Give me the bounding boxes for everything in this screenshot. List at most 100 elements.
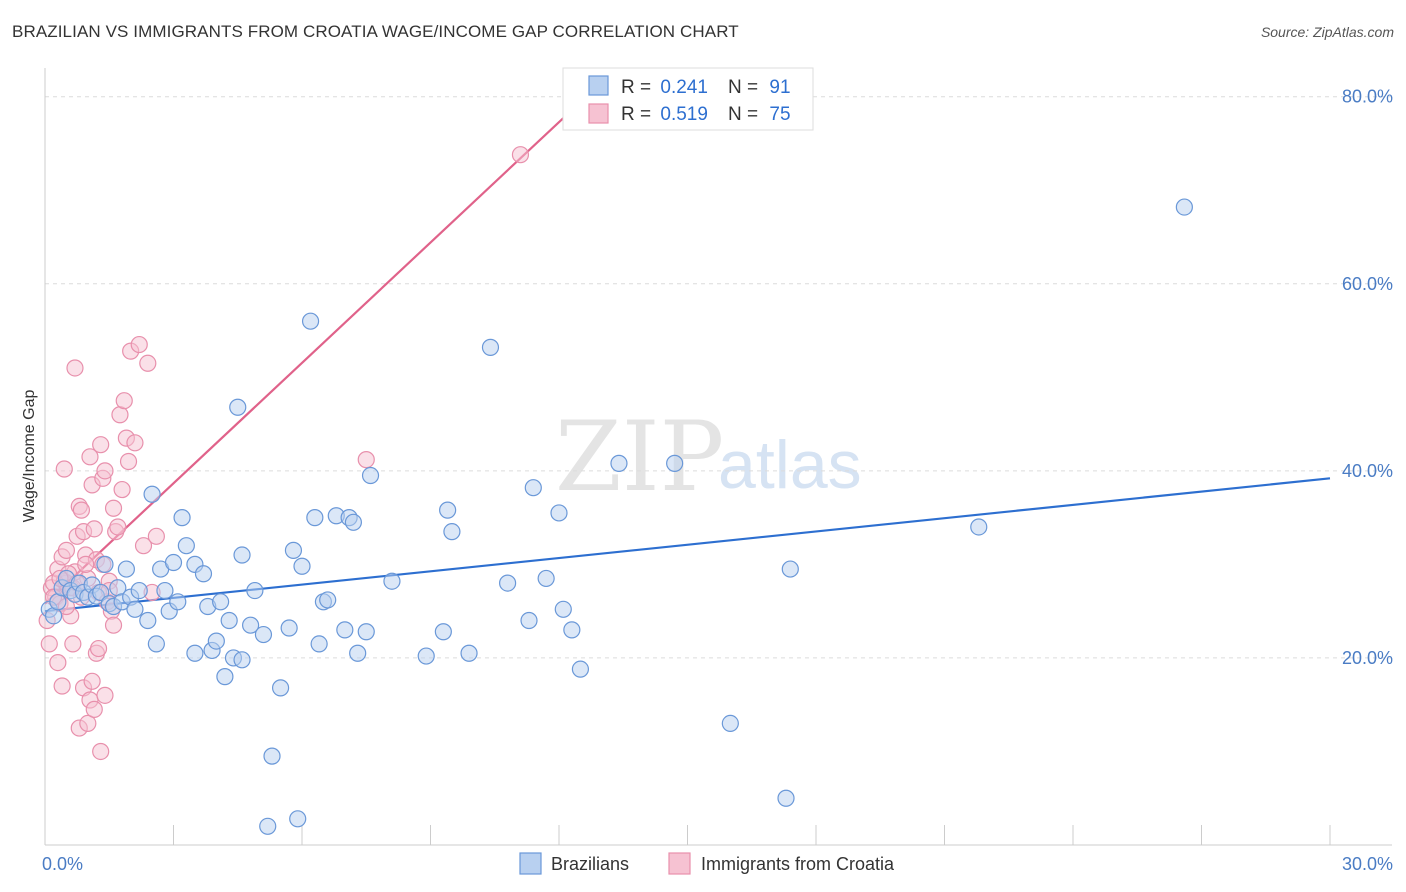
brazilians-point-51 <box>280 619 298 637</box>
brazilians-point-65 <box>357 623 375 641</box>
croatia-point-22 <box>85 520 103 538</box>
brazilians-point-75 <box>520 611 538 630</box>
brazilians-point-82 <box>610 454 628 472</box>
svg-text:N = 91: N = 91 <box>728 77 791 98</box>
croatia-point-35 <box>113 480 131 499</box>
brazilians-point-78 <box>550 504 568 522</box>
legend-n-label-2: N = <box>728 104 763 125</box>
croatia-point-62 <box>55 460 73 478</box>
series-legend-immigrants-from-croatia: Immigrants from Croatia <box>701 854 895 874</box>
brazilians-point-64 <box>349 644 367 662</box>
croatia-point-42 <box>134 537 153 555</box>
grid <box>45 96 1392 659</box>
brazilians-point-53 <box>289 810 307 828</box>
brazilians-point-26 <box>156 581 174 600</box>
croatia-point-50 <box>66 359 84 377</box>
brazilians-point-47 <box>254 625 273 644</box>
brazilians-point-46 <box>246 581 264 600</box>
brazilians-point-20 <box>126 600 144 618</box>
legend-r-label-1: R = <box>621 77 656 98</box>
croatia-point-71 <box>511 146 530 164</box>
brazilians-point-31 <box>177 537 195 555</box>
brazilians-point-86 <box>781 560 799 578</box>
points-brazilians <box>40 198 1193 835</box>
legend-swatch-pink <box>588 103 609 124</box>
brazilians-point-37 <box>207 632 225 650</box>
croatia-point-27 <box>96 462 114 480</box>
brazilians-point-54 <box>293 557 311 575</box>
brazilians-point-40 <box>220 611 238 630</box>
chart-title: BRAZILIAN VS IMMIGRANTS FROM CROATIA WAG… <box>12 22 739 41</box>
croatia-point-56 <box>85 700 103 718</box>
brazilians-point-79 <box>554 600 572 618</box>
y-axis-label: Wage/Income Gap <box>21 390 38 523</box>
legend-n-value-2: 75 <box>769 104 790 125</box>
brazilians-point-45 <box>242 616 260 634</box>
legend-r-value-1: 0.241 <box>660 77 708 98</box>
brazilians-point-57 <box>310 635 328 653</box>
trend-line-croatia <box>44 77 607 605</box>
brazilians-point-80 <box>563 621 581 639</box>
croatia-point-59 <box>92 742 110 761</box>
trend-lines <box>44 77 1331 613</box>
croatia-point-38 <box>119 452 138 471</box>
legend-r-value-2: 0.519 <box>660 104 708 125</box>
croatia-point-69 <box>104 616 123 634</box>
brazilians-point-77 <box>537 569 555 588</box>
x-tick-label-1: 30.0% <box>1342 854 1393 874</box>
croatia-point-9 <box>57 541 76 559</box>
brazilians-point-32 <box>186 644 204 662</box>
y-tick-label-3: 80.0% <box>1342 87 1393 107</box>
brazilians-point-73 <box>481 338 500 356</box>
brazilians-point-49 <box>263 747 281 765</box>
brazilians-point-69 <box>434 623 452 641</box>
chart-source: Source: ZipAtlas.com <box>1260 24 1394 40</box>
stats-legend: R = 0.241 N = 91 R = 0.519 N = 75 <box>562 67 814 131</box>
brazilians-point-68 <box>417 647 435 665</box>
croatia-point-46 <box>49 654 67 672</box>
brazilians-point-63 <box>344 513 362 531</box>
croatia-point-36 <box>115 392 133 410</box>
croatia-point-31 <box>104 499 123 517</box>
brazilians-point-29 <box>169 593 187 611</box>
croatia-point-25 <box>92 436 110 454</box>
svg-text:N = 75: N = 75 <box>728 104 791 125</box>
brazilians-point-67 <box>383 572 401 590</box>
brazilians-point-87 <box>970 518 988 536</box>
brazilians-point-74 <box>499 574 517 592</box>
brazilians-point-71 <box>443 523 461 541</box>
watermark-zip: ZIP <box>555 401 724 513</box>
croatia-point-60 <box>96 686 114 704</box>
y-tick-labels: 20.0% 40.0% 60.0% 80.0% <box>1342 87 1393 668</box>
watermark-atlas: atlas <box>718 427 862 503</box>
brazilians-point-24 <box>147 635 165 653</box>
series-legend-swatch-croatia <box>668 852 691 875</box>
croatia-point-33 <box>109 518 127 536</box>
croatia-point-67 <box>77 555 95 573</box>
brazilians-point-42 <box>229 398 247 416</box>
croatia-point-12 <box>64 635 82 653</box>
brazilians-point-70 <box>439 501 457 519</box>
brazilians-point-66 <box>361 466 380 485</box>
croatia-point-58 <box>89 639 108 658</box>
croatia-point-70 <box>357 451 375 469</box>
brazilians-point-22 <box>139 611 157 630</box>
x-tick-labels: 0.0% 30.0% <box>42 854 1393 874</box>
axes <box>44 68 1392 846</box>
series-legend-brazilians: Brazilians <box>551 854 629 874</box>
brazilians-point-76 <box>524 479 542 497</box>
brazilians-point-34 <box>194 565 213 583</box>
brazilians-point-59 <box>319 591 337 609</box>
brazilians-point-50 <box>271 679 290 697</box>
y-tick-label-1: 40.0% <box>1342 461 1393 481</box>
brazilians-point-44 <box>233 546 251 564</box>
brazilians-point-13 <box>96 555 114 573</box>
brazilians-point-48 <box>259 817 277 835</box>
brazilians-point-23 <box>143 485 161 503</box>
legend-swatch-blue <box>588 75 609 96</box>
brazilians-point-83 <box>666 454 684 472</box>
croatia-point-53 <box>79 714 97 733</box>
series-legend: Brazilians Immigrants from Croatia <box>519 852 895 875</box>
brazilians-point-81 <box>571 660 590 678</box>
